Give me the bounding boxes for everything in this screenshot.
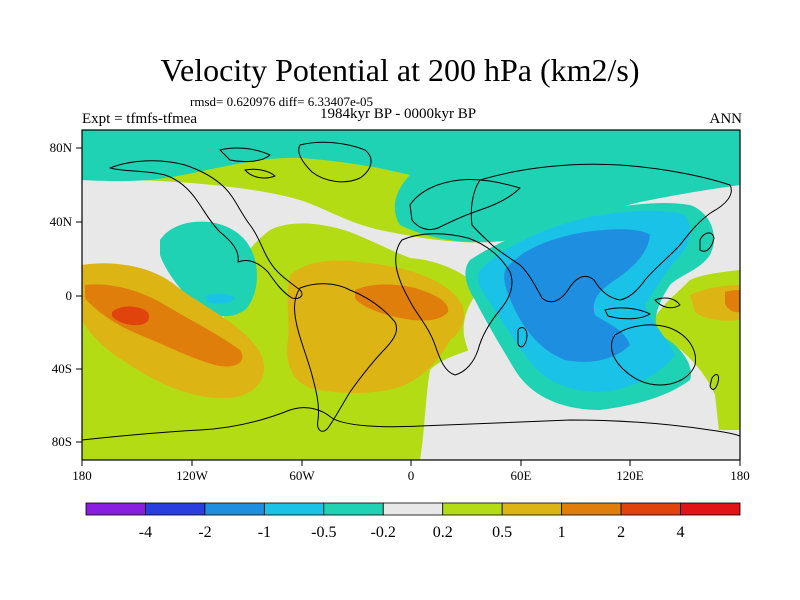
field-neg-mid-pacific xyxy=(205,293,235,304)
field-neutral-south xyxy=(420,348,740,460)
coast-indonesia xyxy=(604,297,681,320)
colorbar-swatch xyxy=(442,502,503,516)
colorbar-swatch xyxy=(680,502,741,516)
lat-axis: 80N 40N 0 40S 80S xyxy=(50,140,82,449)
lat-tick-label: 80S xyxy=(52,434,72,449)
lon-tick-label: 120W xyxy=(176,468,209,483)
coast-north-america xyxy=(109,160,303,299)
map-title: Velocity Potential at 200 hPa (km2/s) xyxy=(160,52,640,88)
experiment-label: Expt = tfmfs-tfmea xyxy=(82,111,198,127)
coastlines xyxy=(82,141,740,441)
colorbar-swatch xyxy=(501,502,563,516)
coast-africa xyxy=(395,233,513,376)
lat-tick-label: 80N xyxy=(50,140,73,155)
coast-japan xyxy=(699,232,715,252)
colorbar-swatch xyxy=(382,502,444,516)
colorbar-swatch xyxy=(620,502,681,516)
colorbar-label: -1 xyxy=(258,524,271,541)
coast-arctic-islands xyxy=(219,147,276,179)
colorbar-label: 4 xyxy=(677,524,685,541)
colorbar-label: 0.2 xyxy=(433,524,453,541)
period-label: 1984kyr BP - 0000kyr BP xyxy=(320,106,477,122)
colorbar-label: 1 xyxy=(558,524,566,541)
field-layer xyxy=(82,130,740,460)
coast-greenland xyxy=(298,141,372,183)
colorbar: -4 -2 -1 -0.5 -0.2 0.2 0.5 1 2 4 xyxy=(85,502,741,541)
lon-tick-label: 120E xyxy=(616,468,644,483)
coast-new-zealand xyxy=(709,374,719,390)
lon-tick-label: 60E xyxy=(511,468,532,483)
colorbar-label: -0.5 xyxy=(311,524,336,541)
lon-tick-label: 60W xyxy=(289,468,315,483)
lat-tick-label: 40S xyxy=(52,361,72,376)
colorbar-label: -2 xyxy=(198,524,211,541)
season-label: ANN xyxy=(709,111,743,127)
lat-tick-label: 0 xyxy=(66,288,73,303)
coast-europe xyxy=(409,179,521,231)
field-pos-strong-pacific xyxy=(85,284,243,367)
colorbar-label: 2 xyxy=(617,524,625,541)
coast-madagascar xyxy=(517,327,528,348)
field-pos-max-pacific xyxy=(112,306,150,326)
colorbar-swatch xyxy=(263,502,325,516)
lat-tick-label: 40N xyxy=(50,214,73,229)
coast-antarctica xyxy=(82,407,740,441)
colorbar-label: -0.2 xyxy=(371,524,396,541)
field-neg-strong-asia xyxy=(504,229,650,362)
colorbar-swatch xyxy=(561,502,622,516)
colorbar-swatch xyxy=(85,502,146,516)
colorbar-swatch xyxy=(204,502,265,516)
colorbar-label: -4 xyxy=(139,524,152,541)
colorbar-swatch xyxy=(145,502,206,516)
colorbar-swatch xyxy=(323,502,384,516)
colorbar-label: 0.5 xyxy=(492,524,512,541)
lon-tick-label: 0 xyxy=(408,468,415,483)
coast-south-america xyxy=(294,283,397,432)
field-pos-strong-east xyxy=(725,290,740,313)
lon-tick-label: 180 xyxy=(72,468,92,483)
field-neg-weak-north xyxy=(82,130,740,243)
field-pos-strong-atlantic xyxy=(355,284,449,321)
lon-tick-label: 180 xyxy=(730,468,750,483)
stats-line: rmsd= 0.620976 diff= 6.33407e-05 xyxy=(190,94,374,109)
coast-asia xyxy=(470,163,732,303)
lon-axis: 180 120W 60W 0 60E 120E 180 xyxy=(72,460,750,483)
coast-australia xyxy=(611,324,697,386)
